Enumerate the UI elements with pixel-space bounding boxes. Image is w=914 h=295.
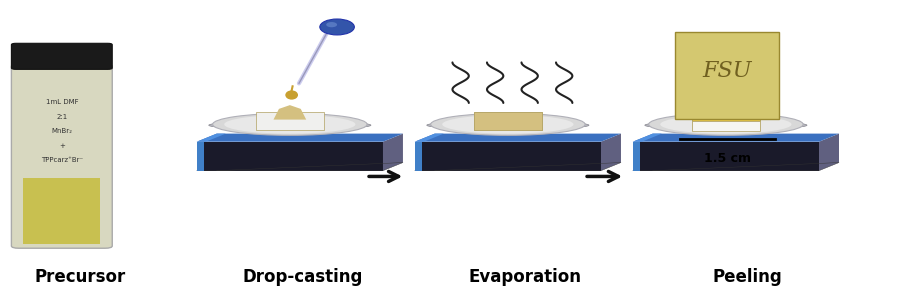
Ellipse shape: [326, 22, 337, 27]
Polygon shape: [632, 142, 640, 171]
Polygon shape: [415, 142, 422, 171]
Polygon shape: [23, 178, 101, 245]
Text: MnBr₂: MnBr₂: [51, 128, 72, 135]
Ellipse shape: [427, 121, 589, 130]
Ellipse shape: [208, 121, 371, 130]
Polygon shape: [273, 105, 306, 119]
Polygon shape: [632, 134, 839, 142]
Text: TPPcarz⁺Br⁻: TPPcarz⁺Br⁻: [41, 157, 83, 163]
Ellipse shape: [285, 90, 298, 100]
Polygon shape: [415, 142, 601, 171]
Polygon shape: [601, 134, 621, 171]
Polygon shape: [383, 134, 403, 171]
Ellipse shape: [224, 115, 356, 134]
Ellipse shape: [644, 121, 807, 130]
Ellipse shape: [213, 113, 367, 135]
Ellipse shape: [442, 115, 573, 134]
Polygon shape: [256, 112, 324, 130]
Ellipse shape: [320, 19, 355, 35]
Polygon shape: [415, 134, 621, 142]
FancyBboxPatch shape: [11, 64, 112, 248]
Text: 1.5 cm: 1.5 cm: [704, 152, 750, 165]
Polygon shape: [632, 134, 662, 142]
Polygon shape: [197, 134, 226, 142]
Polygon shape: [692, 111, 760, 121]
Ellipse shape: [649, 113, 803, 135]
Polygon shape: [197, 134, 403, 142]
Ellipse shape: [660, 115, 792, 134]
FancyBboxPatch shape: [675, 32, 780, 119]
Polygon shape: [197, 142, 204, 171]
Polygon shape: [415, 134, 444, 142]
Polygon shape: [692, 112, 760, 130]
Polygon shape: [632, 142, 819, 171]
Text: Precursor: Precursor: [35, 268, 125, 286]
Text: +: +: [58, 143, 65, 149]
Polygon shape: [473, 112, 542, 130]
Ellipse shape: [430, 113, 585, 135]
Text: Evaporation: Evaporation: [469, 268, 581, 286]
Polygon shape: [473, 112, 542, 130]
Text: FSU: FSU: [703, 60, 752, 82]
Text: 2:1: 2:1: [56, 114, 68, 120]
Polygon shape: [692, 121, 760, 132]
Text: 1mL DMF: 1mL DMF: [46, 99, 78, 105]
Polygon shape: [197, 142, 383, 171]
FancyBboxPatch shape: [11, 43, 112, 69]
Text: Peeling: Peeling: [713, 268, 782, 286]
Polygon shape: [819, 134, 839, 171]
Text: Drop-casting: Drop-casting: [242, 268, 363, 286]
